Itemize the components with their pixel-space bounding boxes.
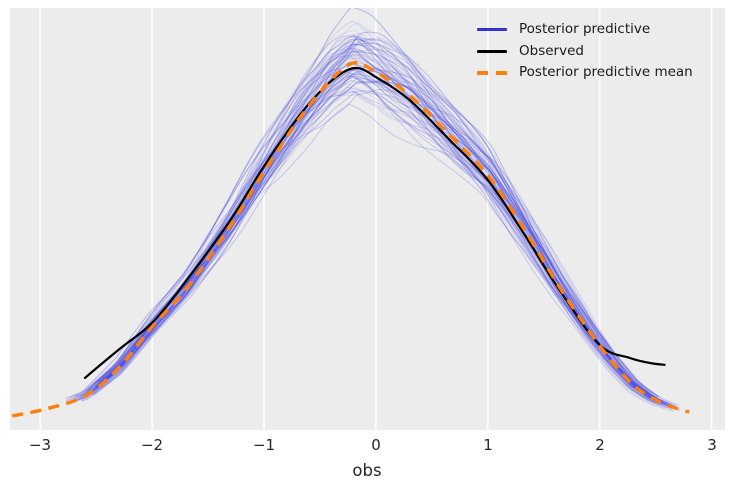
legend-item-observed: Observed [477, 41, 693, 63]
posterior-predictive-curve [70, 81, 647, 404]
posterior-predictive-curve [65, 8, 654, 399]
posterior-predictive-curve [99, 72, 649, 402]
posterior-predictive-curve [102, 43, 674, 407]
legend-item-posterior-predictive: Posterior predictive [477, 19, 693, 41]
posterior-predictive-mean-curve [11, 61, 690, 418]
posterior-predictive-curve [95, 75, 656, 404]
posterior-predictive-curve [87, 31, 659, 398]
posterior-predictive-curve [100, 22, 677, 406]
posterior-predictive-curve [72, 20, 678, 409]
posterior-predictive-curve [74, 53, 658, 399]
posterior-predictive-curve [78, 44, 644, 397]
posterior-predictive-line-icon [477, 28, 507, 32]
legend: Posterior predictive Observed Posterior … [477, 19, 693, 84]
posterior-predictive-curve [86, 32, 664, 399]
plot-background [10, 8, 725, 430]
observed-curve [83, 66, 666, 379]
x-tick-label: 1 [483, 436, 493, 454]
x-tick-label: 2 [595, 436, 605, 454]
x-tick-label: −1 [252, 436, 276, 454]
legend-item-posterior-predictive-mean: Posterior predictive mean [477, 62, 693, 84]
posterior-predictive-curve [81, 49, 659, 398]
posterior-predictive-curve [91, 103, 675, 412]
posterior-predictive-curve [64, 71, 664, 404]
posterior-predictive-curve [97, 72, 669, 408]
x-tick-label: 0 [371, 436, 381, 454]
legend-label: Posterior predictive [519, 21, 651, 37]
posterior-predictive-curve [100, 39, 644, 386]
posterior-predictive-curve [70, 38, 675, 407]
posterior-predictive-curve [82, 46, 643, 395]
posterior-predictive-curve [90, 90, 651, 399]
posterior-predictive-curve [93, 88, 676, 409]
posterior-predictive-curve [87, 38, 643, 395]
posterior-predictive-curve [72, 91, 661, 406]
posterior-predictive-curve [94, 69, 672, 408]
posterior-predictive-curve [74, 83, 646, 401]
posterior-predictive-curve [81, 43, 659, 400]
posterior-predictive-curve [100, 54, 650, 395]
posterior-predictive-curve [81, 94, 642, 400]
posterior-predictive-curve [75, 29, 669, 404]
posterior-predictive-curve [105, 75, 666, 409]
posterior-predictive-curve [102, 35, 679, 406]
x-tick-label: 3 [707, 436, 717, 454]
posterior-predictive-mean-dash-icon [477, 70, 507, 75]
posterior-predictive-curve [98, 79, 654, 400]
posterior-predictive-curve [95, 62, 656, 399]
posterior-predictive-curve [75, 49, 675, 410]
posterior-predictive-curve [66, 76, 672, 410]
legend-label: Posterior predictive mean [519, 64, 693, 80]
legend-label: Observed [519, 42, 584, 59]
posterior-predictive-curve [95, 37, 645, 390]
posterior-predictive-curve [102, 73, 657, 403]
x-tick-label: −3 [28, 436, 52, 454]
x-tick-label: −2 [140, 436, 164, 454]
x-axis-label: obs [352, 461, 382, 480]
observed-line-icon [477, 49, 507, 53]
